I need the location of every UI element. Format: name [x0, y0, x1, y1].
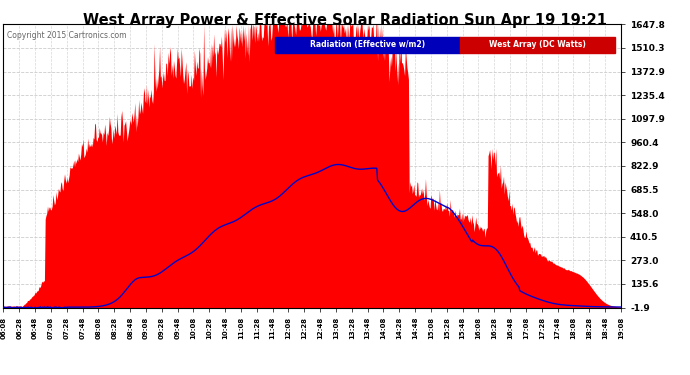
Text: West Array Power & Effective Solar Radiation Sun Apr 19 19:21: West Array Power & Effective Solar Radia… [83, 13, 607, 28]
Text: Copyright 2015 Cartronics.com: Copyright 2015 Cartronics.com [6, 32, 126, 40]
Text: Radiation (Effective w/m2): Radiation (Effective w/m2) [310, 40, 425, 50]
Bar [275, 37, 460, 53]
Text: West Array (DC Watts): West Array (DC Watts) [489, 40, 586, 50]
Bar [460, 37, 615, 53]
